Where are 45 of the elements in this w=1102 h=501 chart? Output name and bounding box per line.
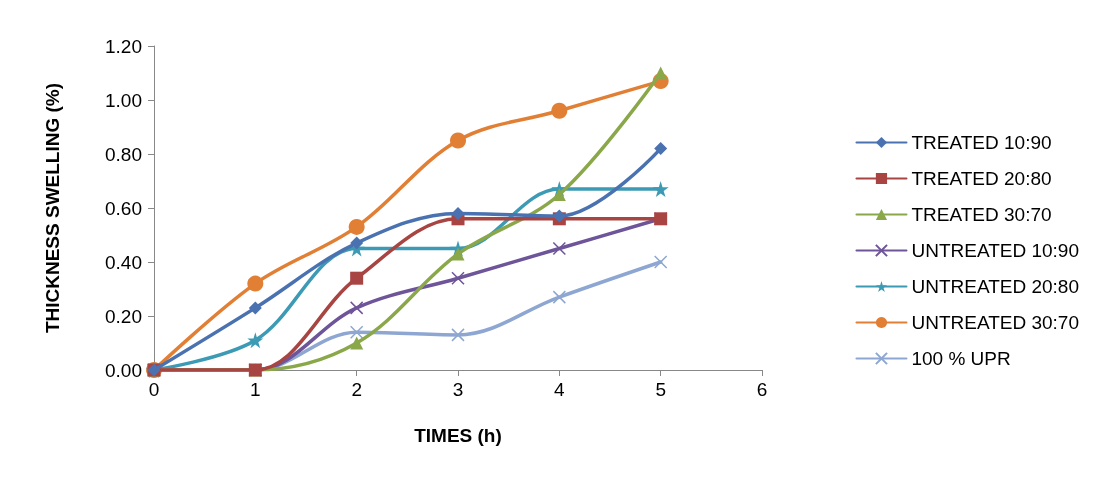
legend-label: TREATED 30:70 [911, 204, 1052, 225]
point [247, 275, 264, 292]
legend-label: TREATED 20:80 [911, 168, 1052, 189]
x-tick-label: 3 [452, 379, 464, 400]
point [450, 132, 466, 149]
x-tick-label: 2 [351, 379, 362, 400]
point [451, 206, 465, 220]
point [552, 188, 566, 201]
point [349, 301, 364, 315]
point [654, 66, 668, 80]
x-axis-title: TIMES (h) [414, 425, 502, 446]
x-tick-label: 0 [148, 379, 160, 400]
point [348, 218, 365, 235]
point [551, 102, 568, 119]
legend-label: TREATED 10:90 [911, 132, 1052, 153]
point [451, 328, 465, 342]
y-axis-title: THICKNESS SWELLING (%) [42, 82, 63, 334]
point [451, 247, 465, 261]
y-tick-label: 0.40 [105, 251, 142, 273]
x-tick-label: 5 [655, 379, 666, 400]
point [350, 236, 364, 250]
y-tick-label: 0.00 [105, 359, 142, 381]
point [350, 336, 364, 350]
y-tick-label: 1.20 [105, 35, 142, 57]
point [652, 181, 669, 198]
y-tick-label: 1.00 [105, 89, 142, 111]
x-tick-label: 4 [554, 379, 566, 400]
y-tick-label: 0.60 [105, 197, 142, 219]
x-tick-label: 6 [756, 379, 768, 400]
point [349, 325, 364, 339]
point [654, 142, 668, 156]
legend-label: UNTREATED 30:70 [911, 312, 1079, 333]
point [451, 271, 465, 285]
legend-label: UNTREATED 10:90 [911, 240, 1079, 261]
legend-label: UNTREATED 20:80 [911, 276, 1079, 297]
point [248, 301, 262, 315]
point [653, 255, 668, 269]
y-tick-label: 0.20 [105, 305, 142, 327]
point [552, 290, 567, 304]
legend-label: 100 % UPR [911, 348, 1011, 369]
x-tick-label: 1 [250, 379, 261, 400]
point [350, 271, 364, 285]
point [247, 332, 264, 349]
point [552, 241, 567, 256]
y-tick-label: 0.80 [105, 143, 142, 165]
